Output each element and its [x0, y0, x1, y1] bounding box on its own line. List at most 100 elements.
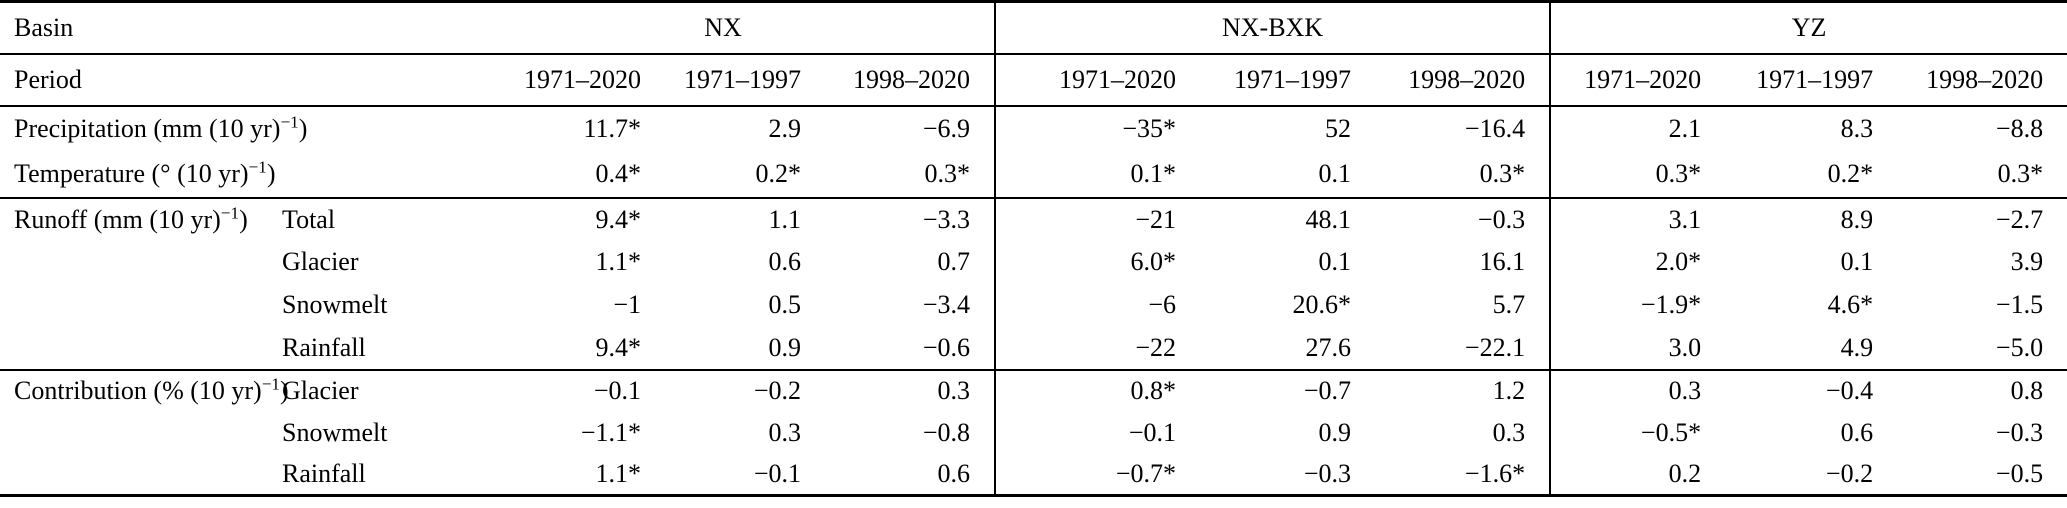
unit-text: mm (10 yr) — [102, 204, 221, 234]
value-cell: 0.2* — [1725, 151, 1898, 199]
period-column-header: 1971–2020 — [995, 53, 1201, 107]
value-cell: 0.2* — [665, 151, 826, 199]
component-label: Glacier — [282, 247, 359, 276]
value-cell: −0.8 — [825, 411, 997, 454]
value-cell: 0.1 — [1200, 151, 1376, 199]
value-cell: 0.4* — [452, 151, 666, 199]
period-column-header: 1998–2020 — [825, 53, 997, 107]
value-cell: 27.6 — [1200, 326, 1376, 371]
value-cell: 0.8* — [1130, 376, 1177, 405]
value-cell: 20.6* — [1292, 290, 1352, 319]
period-column-header: 1971–1997 — [1725, 53, 1898, 107]
unit-close-paren: ) — [266, 159, 276, 188]
table-row: Snowmelt −1.1* 0.3 −0.8 −0.1 0.9 0.3 −0.5* 0.6 −0… — [0, 411, 2067, 454]
value-cell: 2.9 — [768, 114, 802, 143]
value-cell: 0.6 — [1840, 417, 1874, 447]
value-cell: 3.1 — [1668, 204, 1702, 234]
row-label — [0, 412, 282, 454]
basin-group-header-yz: YZ — [1550, 1, 2067, 55]
component-label: Total — [282, 204, 336, 234]
value-cell: 0.3 — [768, 417, 802, 447]
value-cell: 0.3* — [1375, 151, 1552, 199]
value-cell: −1.5 — [1995, 290, 2044, 319]
value-cell: −21 — [1135, 204, 1177, 234]
component-label: Rainfall — [282, 326, 453, 371]
value-cell: 0.3 — [825, 369, 997, 412]
component-label: Rainfall — [282, 458, 366, 488]
row-label: Contribution (% (10 yr)−1) — [0, 370, 289, 412]
unit-close-paren: ) — [298, 114, 308, 143]
value-cell: 0.3* — [1897, 151, 2067, 199]
value-cell: 0.3* — [825, 151, 997, 199]
value-cell: −0.3 — [1375, 197, 1552, 241]
value-cell: −0.7* — [1115, 458, 1177, 488]
value-cell: 0.9 — [1318, 417, 1352, 447]
period-column-header: 1971–2020 — [1550, 53, 1726, 107]
value-cell: 0.5 — [768, 290, 802, 319]
row-label: Temperature (° (10 yr)−1) — [0, 151, 453, 199]
row-label — [0, 326, 282, 371]
period-column-header: 1998–2020 — [1375, 53, 1552, 107]
value-cell: 0.2 — [1668, 458, 1702, 488]
value-cell: 1.1 — [768, 204, 802, 234]
value-cell: −0.5* — [1640, 417, 1702, 447]
value-cell: −0.3 — [1995, 417, 2044, 447]
value-cell: 0.9 — [665, 326, 826, 371]
value-cell: 0.6 — [825, 453, 997, 496]
value-cell: −0.3 — [1303, 458, 1352, 488]
value-cell: 1.1* — [595, 458, 642, 488]
basin-group-header-nx: NX — [452, 1, 997, 55]
value-cell: 4.6* — [1827, 290, 1874, 319]
row-label: Precipitation (mm (10 yr)−1) — [0, 106, 452, 152]
value-cell: 1.2 — [1375, 369, 1552, 412]
row-label: Runoff (mm (10 yr)−1) — [0, 198, 282, 241]
value-cell: 52 — [1325, 114, 1352, 143]
value-cell: −1 — [613, 290, 642, 319]
value-cell: −0.6 — [825, 326, 997, 371]
variable-name: Temperature — [14, 159, 145, 188]
table-row: Snowmelt −1 0.5 −3.4 −6 20.6* 5.7 −1.9* 4.6* −1.5 — [0, 283, 2067, 327]
table-row: Rainfall 9.4* 0.9 −0.6 −22 27.6 −22.1 3.0 4.9 −5.… — [0, 326, 2067, 371]
variable-name: Contribution — [14, 376, 147, 405]
basin-group-header-nx-bxk: NX-BXK — [995, 1, 1552, 55]
unit-open-paren: ( — [145, 159, 161, 188]
table-row: Rainfall 1.1* −0.1 0.6 −0.7* −0.3 −1.6* 0.2 −0.2… — [0, 453, 2067, 496]
value-cell: 0.6 — [768, 247, 802, 276]
value-cell: 9.4* — [595, 204, 642, 234]
unit-open-paren: ( — [87, 204, 103, 234]
period-header-row: Period 1971–2020 1971–1997 1998–2020 197… — [0, 53, 2067, 107]
variable-name: Runoff — [14, 204, 88, 234]
value-cell: 16.1 — [1375, 240, 1552, 284]
value-cell: 2.0* — [1655, 247, 1702, 276]
unit-open-paren: ( — [146, 114, 163, 143]
value-cell: 0.8 — [2010, 376, 2044, 405]
unit-exponent: −1 — [280, 112, 299, 132]
table-row: Temperature (° (10 yr)−1) 0.4* 0.2* 0.3* 0.1… — [0, 151, 2067, 199]
value-cell: −3.4 — [825, 283, 997, 327]
unit-text: mm (10 yr) — [162, 114, 281, 143]
value-cell: −35* — [1122, 114, 1177, 143]
period-column-header: 1998–2020 — [1897, 53, 2067, 107]
value-cell: 3.0 — [1550, 326, 1726, 371]
value-cell: 9.4* — [452, 326, 666, 371]
variable-name: Precipitation — [14, 114, 147, 143]
value-cell: 0.1 — [1318, 247, 1352, 276]
unit-text: ° (10 yr) — [160, 159, 249, 188]
value-cell: −3.3 — [825, 197, 997, 241]
value-cell: −22 — [995, 326, 1201, 371]
trends-table: Basin NX NX-BXK YZ Period 1971–2020 1971… — [0, 0, 2067, 497]
value-cell: −6.9 — [825, 105, 997, 152]
value-cell: 0.3 — [1375, 411, 1552, 454]
value-cell: −0.5 — [1995, 458, 2044, 488]
value-cell: −0.2 — [753, 376, 802, 405]
value-cell: −0.1 — [593, 376, 642, 405]
value-cell: 0.1 — [1840, 247, 1874, 276]
value-cell: −0.1 — [1128, 417, 1177, 447]
value-cell: 6.0* — [1130, 247, 1177, 276]
value-cell: −1.6* — [1375, 453, 1552, 496]
value-cell: −6 — [1148, 290, 1177, 319]
value-cell: 0.7 — [825, 240, 997, 284]
value-cell: 48.1 — [1305, 204, 1352, 234]
value-cell: 8.9 — [1840, 204, 1874, 234]
period-header-label: Period — [0, 53, 453, 107]
